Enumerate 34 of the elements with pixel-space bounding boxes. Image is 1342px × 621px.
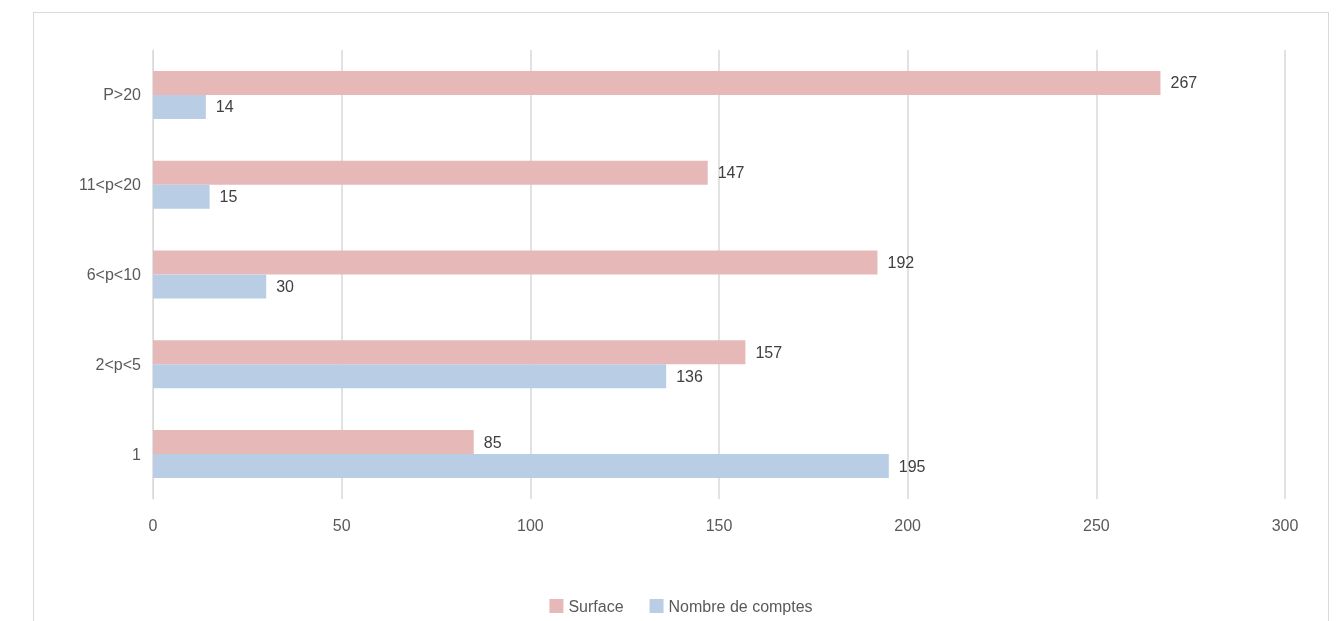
data-label: 15 (219, 188, 238, 206)
x-tick-label: 100 (516, 516, 544, 534)
x-tick-label: 50 (332, 516, 351, 534)
bar (153, 430, 474, 455)
y-tick-label: 6<p<10 (86, 266, 142, 283)
y-tick-label: 1 (132, 445, 142, 463)
bar (153, 340, 746, 365)
bar (153, 250, 878, 275)
x-tick-label: 250 (1082, 516, 1110, 534)
data-label: 147 (717, 164, 745, 182)
data-label: 157 (755, 343, 783, 361)
legend-label: Nombre de comptes (668, 597, 813, 615)
x-tick-label: 150 (705, 516, 733, 534)
data-label: 136 (676, 367, 703, 385)
x-tick-label: 0 (148, 516, 158, 534)
bar (153, 454, 889, 479)
data-label: 85 (483, 433, 502, 451)
data-label: 195 (898, 457, 926, 475)
bar (153, 70, 1161, 95)
legend-label: Surface (568, 597, 624, 615)
data-label: 30 (276, 278, 295, 295)
y-tick-label: 11<p<20 (79, 176, 142, 194)
y-tick-label: P>20 (103, 86, 142, 104)
x-tick-label: 300 (1271, 516, 1299, 534)
bar (153, 184, 210, 209)
data-label: 267 (1170, 74, 1198, 92)
bar (153, 94, 206, 119)
x-tick-label: 200 (894, 516, 922, 534)
bar (153, 160, 708, 185)
bar (153, 274, 267, 299)
y-tick-label: 2<p<5 (95, 355, 142, 373)
bar (153, 364, 667, 389)
data-label: 192 (887, 254, 915, 271)
data-label: 14 (215, 98, 234, 116)
